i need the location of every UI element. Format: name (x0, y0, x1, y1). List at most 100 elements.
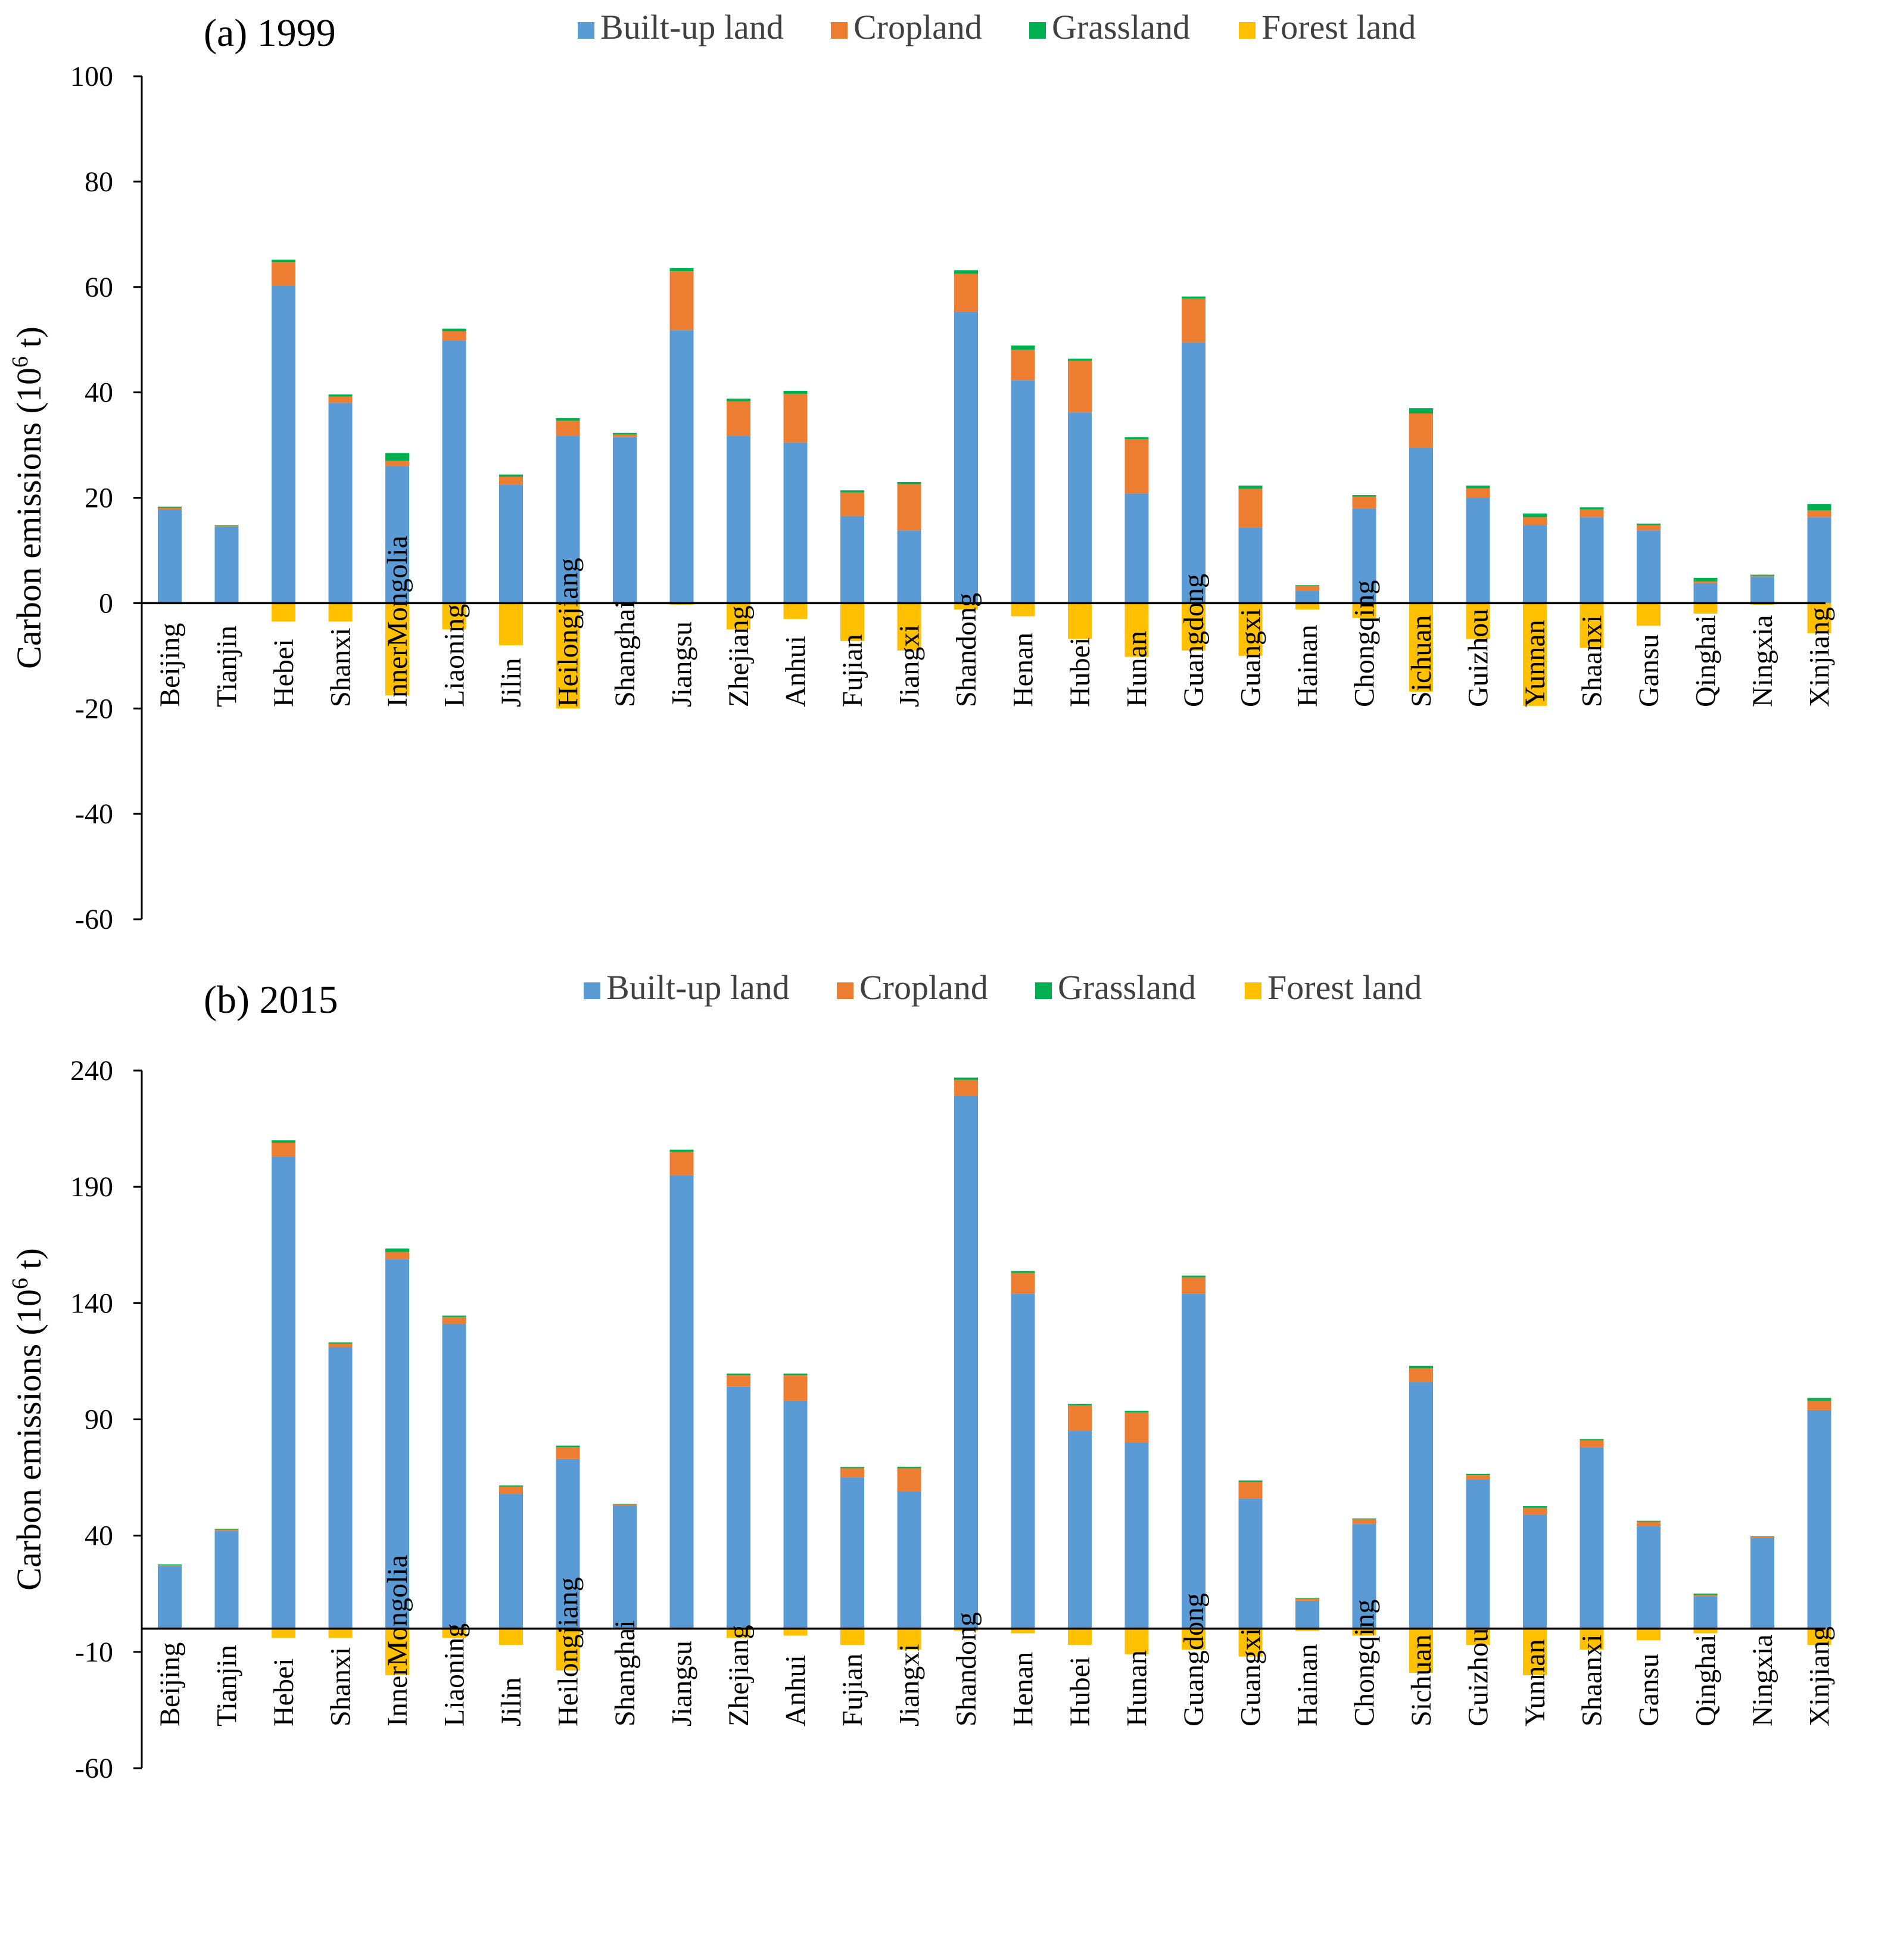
bar-forest-land-hunan (1124, 1628, 1149, 1654)
bar-forest-land-zhejiang (727, 1628, 750, 1638)
bar-built-up-land-shanghai (613, 437, 637, 603)
bar-forest-land-hubei (1068, 603, 1092, 639)
x-category-label: Yunnan (1519, 620, 1551, 707)
legend-label: Built-up land (600, 8, 784, 46)
bar-built-up-land-shaanxi (1580, 1447, 1604, 1629)
x-category-label: Gansu (1633, 1653, 1665, 1726)
bar-grassland-jiangsu (669, 267, 694, 272)
bar-grassland-jiangxi (897, 481, 921, 484)
bar-cropland-hunan (1124, 439, 1149, 494)
bar-grassland-anhui (783, 1373, 808, 1376)
bar-built-up-land-beijing (158, 509, 182, 603)
bar-forest-land-xinjiang (1807, 603, 1831, 633)
bar-built-up-land-gansu (1637, 530, 1661, 603)
bar-grassland-innermongolia (385, 453, 409, 461)
bar-built-up-land-henan (1011, 1293, 1035, 1629)
legend-label: Built-up land (606, 968, 790, 1007)
bar-built-up-land-shanxi (328, 403, 353, 603)
x-category-label: Shaanxi (1577, 1634, 1608, 1726)
x-category-label: Jiangsu (666, 1641, 698, 1726)
bar-grassland-liaoning (442, 328, 466, 332)
bar-cropland-chongqing (1352, 496, 1376, 509)
bar-built-up-land-liaoning (442, 1324, 466, 1629)
bar-forest-land-liaoning (442, 1628, 466, 1638)
bar-grassland-guangdong (1182, 1275, 1205, 1278)
bar-built-up-land-jilin (499, 484, 523, 603)
bar-forest-land-hainan (1295, 603, 1319, 609)
x-category-label: Anhui (780, 636, 812, 707)
bar-grassland-gansu (1637, 1520, 1661, 1522)
bar-built-up-land-anhui (783, 442, 808, 603)
bar-forest-land-zhejiang (727, 603, 750, 630)
legend-label: Grassland (1058, 968, 1196, 1007)
x-category-label: Jilin (496, 658, 527, 707)
bar-built-up-land-guizhou (1466, 497, 1490, 603)
bar-grassland-guangdong (1182, 296, 1205, 299)
bar-grassland-anhui (783, 390, 808, 394)
bar-cropland-beijing (158, 508, 182, 509)
bar-cropland-henan (1011, 349, 1035, 381)
bar-built-up-land-hunan (1124, 493, 1149, 603)
bar-grassland-heilongjiang (556, 418, 580, 421)
bar-forest-land-hunan (1124, 603, 1149, 657)
y-tick-label: -60 (75, 1753, 113, 1784)
bar-built-up-land-sichuan (1409, 1382, 1433, 1629)
y-tick-label: -60 (75, 904, 113, 935)
bar-built-up-land-xinjiang (1807, 1410, 1831, 1629)
bar-cropland-fujian (840, 1468, 864, 1478)
bar-cropland-shanxi (328, 1343, 353, 1348)
bar-grassland-guizhou (1466, 486, 1490, 489)
bar-forest-land-guangxi (1238, 1628, 1263, 1657)
bar-grassland-shanxi (328, 394, 353, 397)
bar-grassland-qinghai (1693, 577, 1718, 582)
x-category-label: Tianjin (211, 626, 243, 707)
bar-forest-land-sichuan (1409, 603, 1433, 692)
bar-forest-land-hubei (1068, 1628, 1092, 1645)
bar-grassland-jilin (499, 474, 523, 477)
bar-cropland-sichuan (1409, 1368, 1433, 1383)
bar-forest-land-anhui (783, 603, 808, 619)
bar-built-up-land-tianjin (214, 1530, 239, 1629)
y-tick-label: 140 (70, 1287, 113, 1319)
bar-grassland-chongqing (1352, 495, 1376, 497)
bar-cropland-jilin (499, 1486, 523, 1494)
bar-built-up-land-tianjin (214, 527, 239, 603)
bar-grassland-beijing (158, 1564, 182, 1566)
legend-label: Forest land (1261, 8, 1416, 46)
x-category-label: Xinjiang (1804, 1626, 1836, 1726)
bar-cropland-guizhou (1466, 488, 1490, 498)
bar-cropland-ningxia (1750, 575, 1774, 577)
bar-cropland-guangdong (1182, 1277, 1205, 1294)
bar-forest-land-heilongjiang (556, 1628, 580, 1671)
y-tick-label: 40 (85, 1520, 113, 1552)
bar-cropland-gansu (1637, 525, 1661, 531)
bar-cropland-heilongjiang (556, 421, 580, 436)
bar-grassland-shanghai (613, 433, 637, 435)
bar-grassland-heilongjiang (556, 1445, 580, 1448)
bar-built-up-land-guangdong (1182, 1293, 1205, 1629)
bar-cropland-sichuan (1409, 413, 1433, 448)
y-tick-label: 60 (85, 272, 113, 303)
x-category-label: Henan (1008, 633, 1039, 707)
bar-forest-land-guizhou (1466, 603, 1490, 639)
bar-grassland-hunan (1124, 1411, 1149, 1413)
x-category-label: Gansu (1633, 634, 1665, 707)
bar-forest-land-qinghai (1693, 1628, 1718, 1634)
bar-grassland-guizhou (1466, 1473, 1490, 1476)
x-category-label: Hunan (1122, 1650, 1153, 1726)
bar-cropland-hunan (1124, 1412, 1149, 1443)
bar-grassland-yunnan (1523, 514, 1547, 518)
y-tick-label: -20 (75, 693, 113, 724)
bar-cropland-fujian (840, 492, 864, 517)
x-category-label: Qinghai (1690, 615, 1722, 707)
bar-built-up-land-jiangsu (669, 1175, 694, 1629)
legend-label: Cropland (859, 968, 988, 1007)
x-category-label: Hubei (1064, 637, 1096, 707)
bar-grassland-hebei (272, 259, 295, 263)
bar-cropland-guangdong (1182, 298, 1205, 343)
y-tick-label: 100 (70, 61, 113, 92)
bar-grassland-gansu (1637, 523, 1661, 525)
x-category-label: Anhui (780, 1655, 812, 1726)
bar-forest-land-liaoning (442, 603, 466, 630)
bar-built-up-land-beijing (158, 1566, 182, 1629)
